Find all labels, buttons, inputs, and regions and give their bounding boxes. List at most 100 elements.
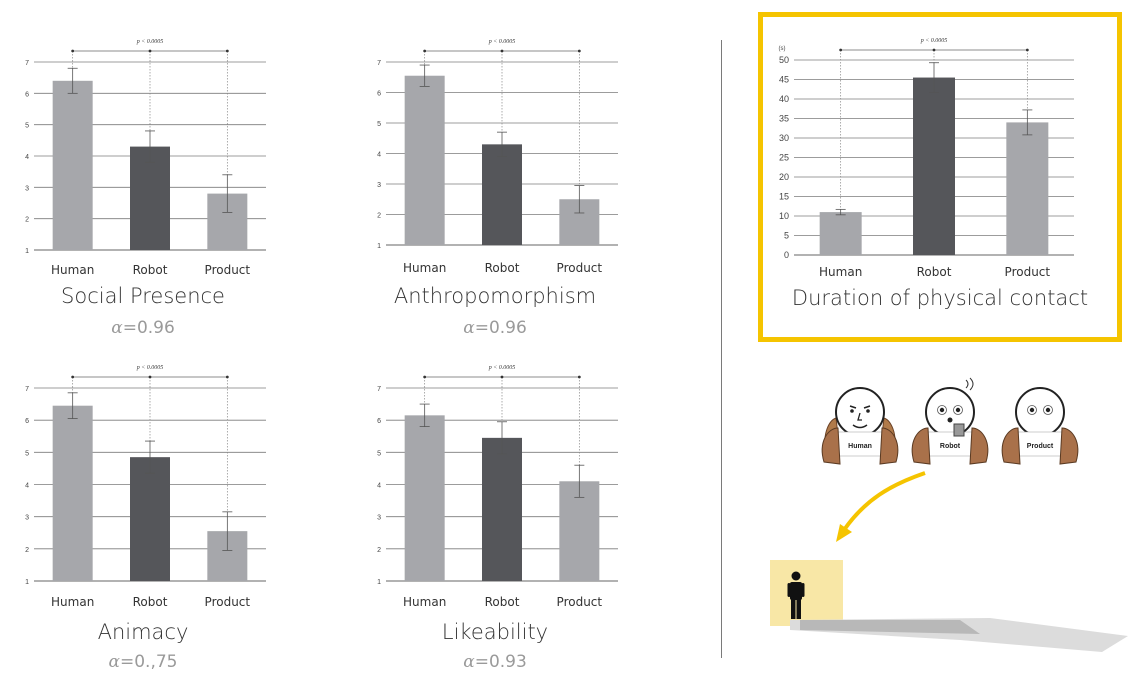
alpha-value: 0.,75 — [134, 652, 178, 672]
category-label-robot: Robot — [485, 261, 520, 275]
category-label-human: Human — [51, 263, 94, 277]
equals-sign: = — [474, 318, 489, 338]
alpha-value: 0.93 — [488, 652, 527, 672]
bar-robot — [482, 437, 522, 581]
likeability-svg: 1 2 3 4 5 6 7 p < 0.0005 Human Robot Product — [377, 365, 618, 609]
bar-product — [559, 481, 600, 581]
y-tick-label: 2 — [25, 547, 29, 554]
category-label-human: Human — [51, 595, 94, 609]
significance-dot — [1025, 48, 1029, 52]
alpha-symbol: α — [108, 652, 120, 672]
category-label-product: Product — [205, 595, 251, 609]
chart-duration-of-physical-contact: 0 5 10 15 20 25 30 35 40 45 50 (s) p < 0.0005 Human Ro… — [768, 22, 1112, 332]
chart-social-presence: 1 2 3 4 5 6 7 p < 0.0005 Human Robot Product Social… — [8, 26, 278, 342]
y-unit-label: (s) — [779, 46, 786, 52]
chart-animacy: 1 2 3 4 5 6 7 p < 0.0005 Human Robot Product Animac… — [8, 352, 278, 676]
alpha-symbol: α — [111, 318, 123, 338]
chart-title: Likeability — [441, 620, 549, 644]
bar-human — [819, 212, 862, 255]
y-tick-label: 40 — [779, 94, 789, 104]
face-label-product: Product — [1027, 443, 1054, 450]
chart-title: Duration of physical contact — [791, 286, 1089, 310]
significance-label: p < 0.0005 — [488, 365, 516, 371]
bar-robot — [130, 457, 170, 581]
alpha-value: 0.96 — [488, 318, 527, 338]
y-tick-label: 7 — [25, 386, 29, 393]
y-tick-label: 2 — [377, 547, 381, 554]
y-tick-label: 35 — [779, 114, 789, 124]
y-tick-label: 7 — [25, 60, 29, 67]
y-tick-label: 15 — [779, 192, 789, 202]
y-tick-label: 3 — [377, 182, 381, 189]
human-face-stimulus: Human — [821, 387, 899, 465]
subject-area — [770, 560, 843, 626]
alpha-symbol: α — [463, 318, 475, 338]
y-tick-label: 50 — [779, 55, 789, 65]
y-tick-label: 20 — [779, 172, 789, 182]
significance-dot — [577, 49, 581, 53]
significance-dot — [423, 375, 427, 379]
bar-human — [52, 405, 93, 581]
y-tick-label: 3 — [25, 515, 29, 522]
significance-dot — [500, 375, 504, 379]
significance-dot — [932, 48, 936, 52]
stimulus-illustration: Human Robot Product — [760, 370, 1130, 674]
robot-face-stimulus: Robot — [911, 377, 989, 465]
y-tick-label: 6 — [377, 418, 381, 425]
equals-sign: = — [474, 652, 489, 672]
significance-label: p < 0.0005 — [136, 39, 164, 45]
category-label-product: Product — [557, 261, 603, 275]
significance-label: p < 0.0005 — [136, 365, 164, 371]
significance-dot — [500, 49, 504, 53]
y-tick-label: 10 — [779, 211, 789, 221]
y-tick-label: 1 — [377, 243, 381, 250]
social-presence-svg: 1 2 3 4 5 6 7 p < 0.0005 Human Robot Product — [25, 39, 266, 277]
stimulus-illustration-svg: Human Robot Product — [770, 377, 1128, 652]
significance-dot — [225, 49, 229, 53]
bar-robot — [482, 144, 522, 245]
y-tick-label: 6 — [25, 91, 29, 98]
y-tick-label: 6 — [377, 91, 381, 98]
floor-shadow-dark — [800, 620, 980, 634]
vertical-divider — [721, 40, 722, 658]
highlight-box — [758, 12, 1122, 342]
product-face-stimulus: Product — [1001, 387, 1079, 465]
y-tick-label: 5 — [784, 231, 789, 241]
y-tick-label: 2 — [25, 217, 29, 224]
equals-sign: = — [122, 318, 137, 338]
y-tick-label: 3 — [25, 185, 29, 192]
y-tick-label: 45 — [779, 75, 789, 85]
cronbach-alpha: α=0.96 — [8, 318, 278, 338]
category-label-robot: Robot — [133, 263, 168, 277]
significance-dot — [577, 375, 581, 379]
y-tick-label: 5 — [25, 450, 29, 457]
bar-product — [1006, 122, 1049, 256]
category-label-robot: Robot — [133, 595, 168, 609]
alpha-symbol: α — [463, 652, 475, 672]
category-label-product: Product — [1005, 265, 1051, 279]
category-label-product: Product — [205, 263, 251, 277]
face-label-robot: Robot — [940, 443, 961, 450]
y-tick-label: 4 — [377, 483, 381, 490]
arrow-head — [836, 524, 852, 542]
face-label-human: Human — [848, 443, 872, 450]
category-label-product: Product — [557, 595, 603, 609]
cronbach-alpha: α=0.96 — [360, 318, 630, 338]
chart-anthropomorphism: 1 2 3 4 5 6 7 p < 0.0005 Human Robot Product Anthro… — [360, 26, 630, 342]
bar-human — [404, 75, 445, 245]
y-tick-label: 1 — [377, 579, 381, 586]
significance-dot — [148, 375, 152, 379]
curved-arrow — [842, 471, 926, 532]
significance-dot — [839, 48, 843, 52]
animacy-svg: 1 2 3 4 5 6 7 p < 0.0005 Human Robot Product — [25, 365, 266, 609]
significance-dot — [148, 49, 152, 53]
y-tick-label: 5 — [377, 450, 381, 457]
category-label-robot: Robot — [917, 265, 952, 279]
significance-dot — [71, 375, 75, 379]
y-tick-label: 2 — [377, 213, 381, 220]
cronbach-alpha: α=0.,75 — [8, 652, 278, 672]
y-tick-label: 5 — [377, 121, 381, 128]
duration-of-physical-contact-svg: 0 5 10 15 20 25 30 35 40 45 50 (s) p < 0.0005 Human Ro… — [779, 38, 1074, 279]
category-label-robot: Robot — [485, 595, 520, 609]
chart-title: Anthropomorphism — [393, 284, 597, 308]
